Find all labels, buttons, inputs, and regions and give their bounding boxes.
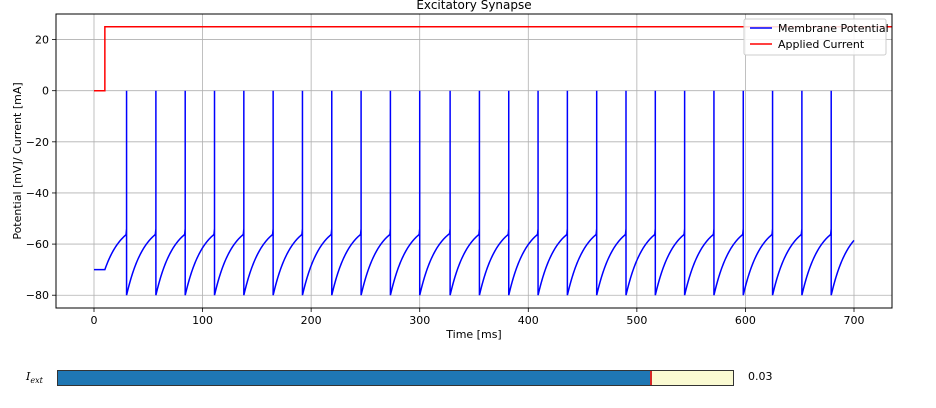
iext-slider-handle[interactable] [649,371,652,385]
iext-slider-row: Iext 0.03 [0,362,936,392]
x-tick-label: 0 [91,314,98,327]
chart: Excitatory Synapse 0 100 200 300 400 500 600 70… [11,0,893,340]
x-tick-label: 500 [626,314,647,327]
plot-area [94,26,892,296]
x-axis: 0 100 200 300 400 500 600 700 [91,308,865,327]
legend-label-membrane: Membrane Potential [778,22,889,35]
x-tick-label: 400 [518,314,539,327]
legend: Membrane Potential Applied Current [743,18,889,56]
iext-label-sub: ext [30,376,43,385]
x-tick-label: 600 [735,314,756,327]
iext-slider-label: Iext [26,370,43,385]
y-tick-label: −40 [26,187,49,200]
iext-slider[interactable] [57,370,734,386]
y-tick-label: −60 [26,238,49,251]
x-tick-label: 700 [844,314,865,327]
series-membrane-potential [94,90,855,296]
iext-slider-value: 0.03 [748,370,773,383]
grid-lines [56,14,892,308]
y-tick-label: −80 [26,289,49,302]
x-tick-label: 200 [301,314,322,327]
iext-slider-fill [58,371,651,385]
y-axis: −80 −60 −40 −20 0 20 [26,34,56,302]
chart-title: Excitatory Synapse [416,0,531,12]
iext-label-main: I [26,370,31,383]
x-axis-label: Time [ms] [445,328,501,340]
legend-box [743,18,887,56]
legend-label-current: Applied Current [778,38,865,51]
x-tick-label: 100 [192,314,213,327]
y-tick-label: 20 [35,34,49,47]
y-tick-label: 0 [42,85,49,98]
y-axis-label: Potential [mV]/ Current [mA] [11,82,24,239]
plot-frame [55,13,893,309]
series-applied-current [94,26,892,92]
y-tick-label: −20 [26,136,49,149]
x-tick-label: 300 [409,314,430,327]
